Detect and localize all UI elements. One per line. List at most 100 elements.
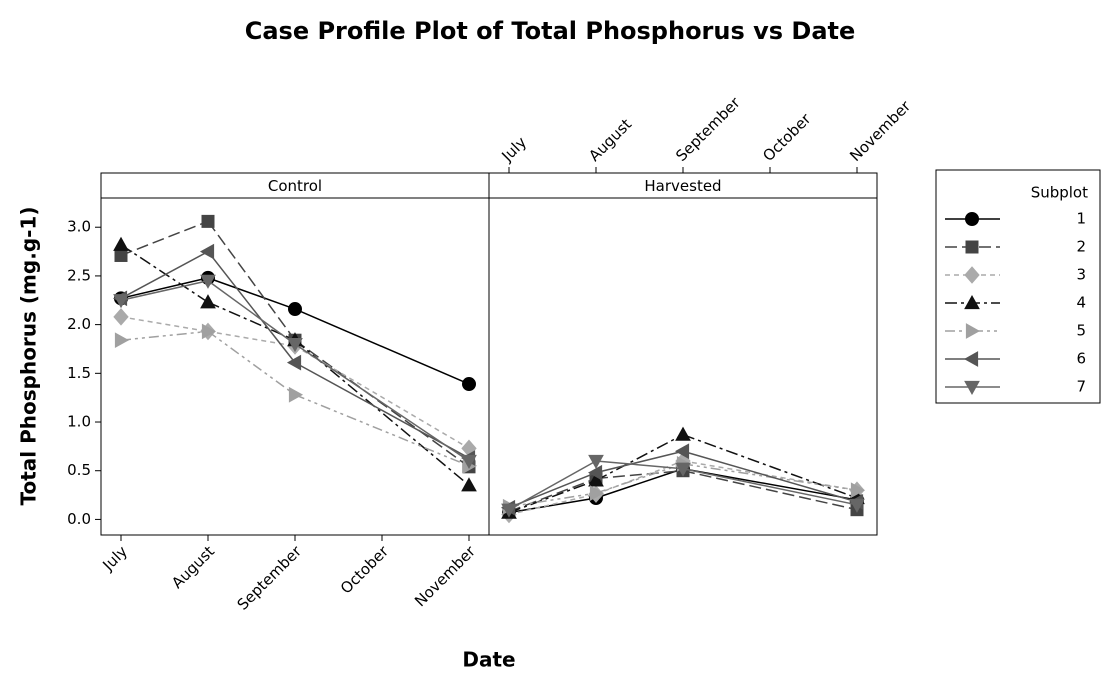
marker <box>113 308 129 326</box>
legend-marker <box>965 323 981 339</box>
legend-marker <box>964 266 980 284</box>
series-line <box>508 497 597 514</box>
y-tick-label: 1.0 <box>67 413 91 431</box>
marker <box>462 377 476 392</box>
x-tick-label: November <box>411 542 479 610</box>
y-tick-label: 1.5 <box>67 364 91 382</box>
marker <box>849 498 865 513</box>
series-line <box>508 479 597 514</box>
x-tick-label: October <box>337 542 393 598</box>
series-line <box>682 468 858 506</box>
x-tick-label: November <box>846 97 914 165</box>
marker <box>588 454 604 470</box>
series-line <box>207 280 296 345</box>
series-line <box>508 492 597 508</box>
series-line <box>595 460 684 495</box>
series-line <box>682 469 858 511</box>
marker <box>287 337 303 353</box>
marker <box>114 248 128 262</box>
series-line <box>595 450 684 474</box>
series-line <box>120 220 209 257</box>
series-line <box>595 463 684 494</box>
series-line <box>595 468 684 499</box>
marker <box>850 482 866 499</box>
y-axis-label: Total Phosphorus (mg.g-1) <box>17 207 41 506</box>
y-tick-label: 3.0 <box>67 218 91 236</box>
marker <box>201 214 215 228</box>
marker <box>113 294 129 309</box>
marker <box>461 477 477 492</box>
marker <box>200 294 216 309</box>
legend-marker <box>964 380 980 396</box>
marker <box>674 443 690 460</box>
legend-marker <box>964 294 980 310</box>
legend-marker <box>965 212 979 226</box>
legend-label: 1 <box>1076 210 1086 228</box>
marker <box>201 323 217 340</box>
marker <box>461 454 477 470</box>
series-line <box>682 468 858 501</box>
series-line <box>294 308 470 385</box>
series-line <box>207 330 296 396</box>
y-tick-label: 0.0 <box>67 510 91 528</box>
legend-label: 3 <box>1076 266 1086 284</box>
legend-label: 4 <box>1076 294 1086 312</box>
series-line <box>207 277 296 310</box>
series-line <box>595 469 684 480</box>
legend-label: 7 <box>1076 378 1086 396</box>
series-line <box>294 339 470 468</box>
series-line <box>294 345 470 449</box>
series-line <box>207 220 296 341</box>
marker <box>587 464 603 481</box>
panel-title: Control <box>268 177 322 195</box>
panel-title: Harvested <box>644 177 721 195</box>
series-line <box>294 343 470 462</box>
marker <box>114 332 130 349</box>
series-line <box>682 433 858 499</box>
legend-label: 2 <box>1076 238 1086 256</box>
marker <box>501 503 517 518</box>
series-line <box>120 316 209 333</box>
x-tick-label: July <box>98 542 131 575</box>
marker <box>588 472 604 487</box>
marker <box>288 386 304 403</box>
legend-label: 5 <box>1076 322 1086 340</box>
x-tick-label: July <box>498 133 531 166</box>
series-line <box>120 330 209 341</box>
panel-frame <box>488 172 878 536</box>
marker <box>589 485 605 501</box>
x-tick-label: August <box>168 542 218 592</box>
series-line <box>508 460 597 511</box>
series-line <box>595 460 684 470</box>
legend-box <box>935 169 1101 404</box>
series-line <box>595 434 684 482</box>
legend-label: 6 <box>1076 350 1086 368</box>
x-tick-label: September <box>234 542 306 614</box>
marker <box>288 302 302 317</box>
marker <box>113 236 129 251</box>
legend-marker <box>963 351 979 367</box>
chart-title: Case Profile Plot of Total Phosphorus vs… <box>245 17 856 45</box>
x-axis-label: Date <box>462 648 515 672</box>
series-line <box>294 339 470 486</box>
x-tick-label: October <box>759 109 815 165</box>
marker <box>286 354 302 371</box>
series-line <box>207 330 296 347</box>
series-line <box>120 280 209 302</box>
series-line <box>294 394 470 467</box>
marker <box>200 274 216 289</box>
series-line <box>120 250 209 299</box>
y-tick-label: 0.5 <box>67 461 91 479</box>
x-tick-label: August <box>585 115 635 165</box>
x-tick-label: September <box>672 93 744 165</box>
series-line <box>120 277 209 300</box>
legend-title: Subplot <box>1031 184 1088 202</box>
y-tick-label: 2.0 <box>67 315 91 333</box>
series-line <box>207 251 296 364</box>
y-tick-label: 2.5 <box>67 266 91 284</box>
series-line <box>682 450 858 503</box>
marker <box>199 243 215 260</box>
series-line <box>508 493 597 516</box>
marker <box>675 462 691 477</box>
